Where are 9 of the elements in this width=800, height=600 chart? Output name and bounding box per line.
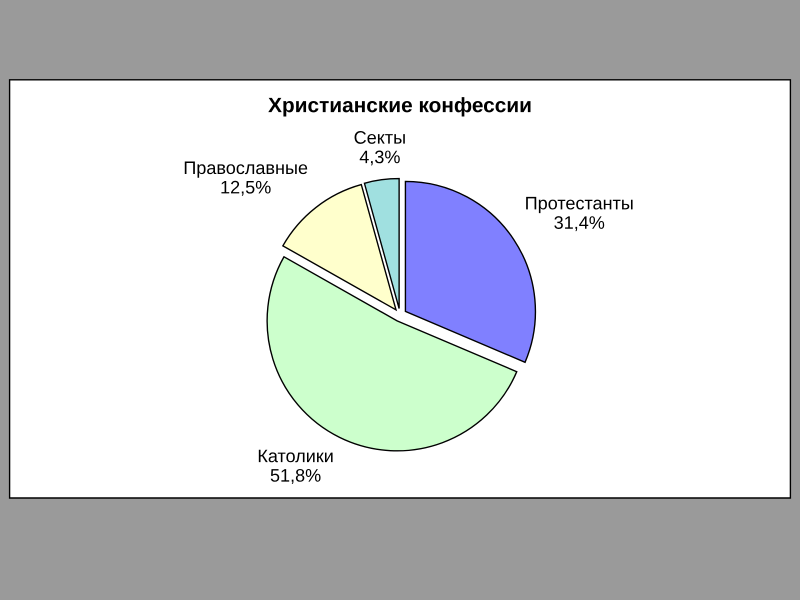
slice-label: Протестанты bbox=[526, 196, 633, 214]
slice-label: Секты bbox=[354, 131, 405, 144]
data-label: 4,3% bbox=[360, 150, 400, 166]
chart-title: Христианские конфессии bbox=[268, 97, 530, 117]
data-label: 31,4% bbox=[554, 216, 604, 232]
slice-label: Католики bbox=[258, 450, 333, 462]
data-label: 51,8% bbox=[270, 468, 321, 484]
data-label: 12,5% bbox=[221, 180, 271, 196]
slice-label: Православные bbox=[184, 162, 308, 178]
